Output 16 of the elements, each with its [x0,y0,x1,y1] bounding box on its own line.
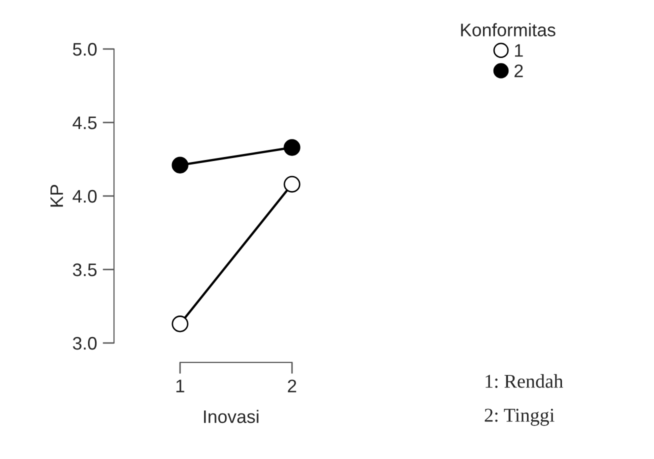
y-tick-label: 3.0 [72,336,97,350]
x-axis-title: Inovasi [204,410,258,424]
point [284,139,300,156]
legend-title: Konformitas [461,23,556,36]
point [284,176,300,193]
y-tick-label: 5.0 [72,42,97,56]
point [172,156,188,174]
y-axis-title: KP [50,184,63,207]
y-tick-label: 4.0 [72,190,97,203]
point [172,316,188,332]
y-tick-label: 3.5 [72,263,97,276]
legend-label: 1 [515,44,523,57]
legend-label: 2 [514,64,523,78]
text: 1: Rendah [486,374,564,388]
y-tick-label: 4.5 [72,116,97,130]
text: 2: Tinggi [484,408,554,426]
